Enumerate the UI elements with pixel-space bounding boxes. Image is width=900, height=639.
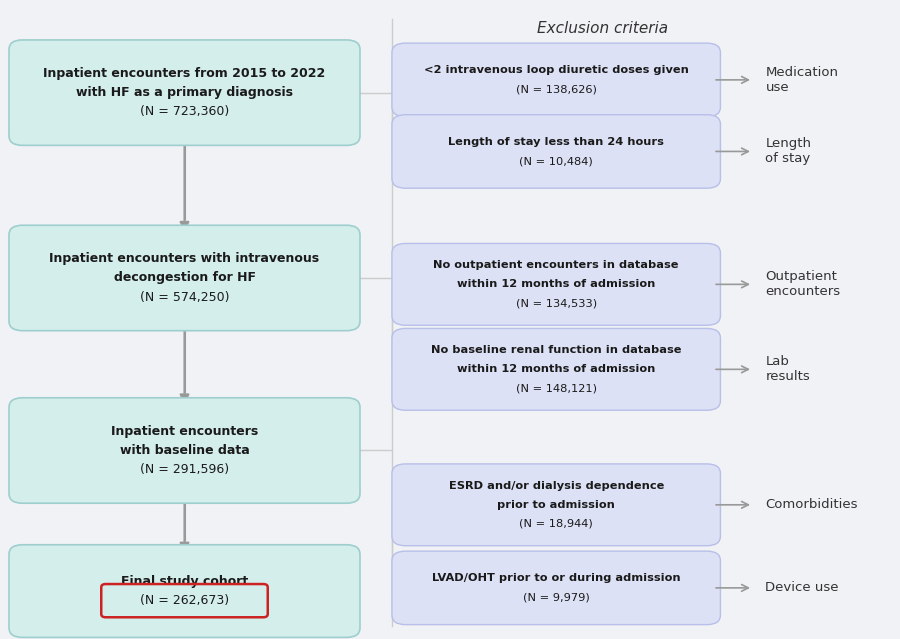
Text: within 12 months of admission: within 12 months of admission [457,279,655,289]
Text: Device use: Device use [765,581,839,594]
FancyBboxPatch shape [9,397,360,504]
Text: decongestion for HF: decongestion for HF [113,272,256,284]
Text: (N = 148,121): (N = 148,121) [516,383,597,394]
Text: (N = 134,533): (N = 134,533) [516,298,597,309]
Text: Length
of stay: Length of stay [765,137,812,166]
Text: (N = 138,626): (N = 138,626) [516,84,597,95]
Text: No outpatient encounters in database: No outpatient encounters in database [434,260,679,270]
Text: Medication
use: Medication use [765,66,839,94]
FancyBboxPatch shape [392,43,721,116]
FancyBboxPatch shape [9,40,360,146]
Text: (N = 291,596): (N = 291,596) [140,463,230,476]
Text: Inpatient encounters with intravenous: Inpatient encounters with intravenous [50,252,320,265]
Text: prior to admission: prior to admission [498,500,615,510]
Text: LVAD/OHT prior to or during admission: LVAD/OHT prior to or during admission [432,573,680,583]
Text: with baseline data: with baseline data [120,444,249,457]
Text: (N = 723,360): (N = 723,360) [140,105,230,118]
Text: <2 intravenous loop diuretic doses given: <2 intravenous loop diuretic doses given [424,65,688,75]
Text: (N = 10,484): (N = 10,484) [519,156,593,166]
Text: within 12 months of admission: within 12 months of admission [457,364,655,374]
Text: with HF as a primary diagnosis: with HF as a primary diagnosis [76,86,293,99]
FancyBboxPatch shape [392,328,721,410]
Text: Final study cohort: Final study cohort [121,575,248,588]
Text: Exclusion criteria: Exclusion criteria [537,21,669,36]
Text: (N = 18,944): (N = 18,944) [519,519,593,529]
Text: Comorbidities: Comorbidities [765,498,858,511]
Text: (N = 574,250): (N = 574,250) [140,291,230,304]
Text: ESRD and/or dialysis dependence: ESRD and/or dialysis dependence [448,481,664,491]
Text: Outpatient
encounters: Outpatient encounters [765,270,841,298]
FancyBboxPatch shape [9,226,360,331]
Text: (N = 262,673): (N = 262,673) [140,594,230,607]
FancyBboxPatch shape [9,544,360,638]
FancyBboxPatch shape [392,464,721,546]
Text: No baseline renal function in database: No baseline renal function in database [431,345,681,355]
Text: Inpatient encounters from 2015 to 2022: Inpatient encounters from 2015 to 2022 [43,67,326,80]
Text: (N = 9,979): (N = 9,979) [523,592,590,603]
FancyBboxPatch shape [392,115,721,188]
Text: Lab
results: Lab results [765,355,810,383]
FancyBboxPatch shape [392,551,721,625]
FancyBboxPatch shape [392,243,721,325]
Text: Inpatient encounters: Inpatient encounters [111,425,258,438]
Text: Length of stay less than 24 hours: Length of stay less than 24 hours [448,137,664,147]
